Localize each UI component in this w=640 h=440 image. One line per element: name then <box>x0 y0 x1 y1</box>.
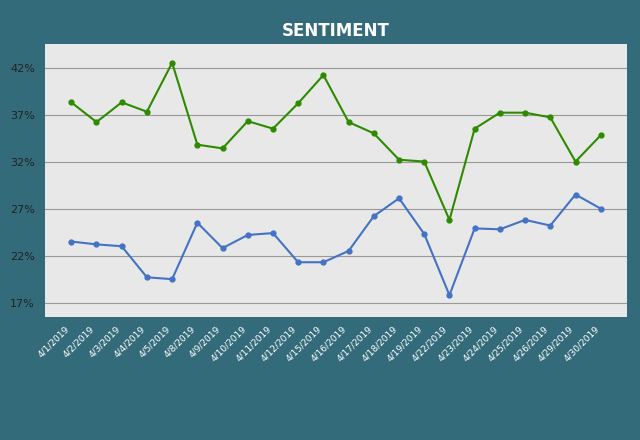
Decliners <box>193 220 201 225</box>
Advancers <box>572 159 579 164</box>
Advancers <box>294 101 302 106</box>
Decliners <box>420 231 428 237</box>
Decliners <box>445 293 453 298</box>
Decliners <box>496 227 504 232</box>
Decliners <box>294 260 302 265</box>
Advancers <box>193 142 201 147</box>
Decliners <box>168 276 176 282</box>
Decliners <box>244 232 252 238</box>
Advancers <box>420 159 428 164</box>
Decliners <box>547 223 554 228</box>
Decliners <box>572 192 579 197</box>
Decliners <box>471 226 479 231</box>
Advancers <box>597 132 605 138</box>
Decliners <box>219 246 227 251</box>
Advancers <box>168 60 176 66</box>
Advancers <box>521 110 529 115</box>
Line: Decliners: Decliners <box>69 192 603 297</box>
Decliners <box>370 213 378 219</box>
Decliners <box>118 244 125 249</box>
Decliners <box>269 231 277 236</box>
Advancers <box>445 217 453 223</box>
Advancers <box>93 119 100 125</box>
Decliners <box>93 242 100 247</box>
Advancers <box>219 146 227 151</box>
Advancers <box>244 118 252 124</box>
Decliners <box>345 248 353 253</box>
Decliners <box>143 275 151 280</box>
Line: Advancers: Advancers <box>69 60 603 222</box>
Decliners <box>521 217 529 223</box>
Decliners <box>395 196 403 201</box>
Advancers <box>370 131 378 136</box>
Advancers <box>547 115 554 120</box>
Advancers <box>67 100 75 105</box>
Decliners <box>319 260 327 265</box>
Advancers <box>395 157 403 162</box>
Advancers <box>471 126 479 131</box>
Advancers <box>319 73 327 78</box>
Advancers <box>118 100 125 105</box>
Advancers <box>496 110 504 115</box>
Advancers <box>345 119 353 125</box>
Title: SENTIMENT: SENTIMENT <box>282 22 390 40</box>
Advancers <box>143 109 151 114</box>
Decliners <box>597 206 605 211</box>
Decliners <box>67 239 75 244</box>
Advancers <box>269 126 277 131</box>
